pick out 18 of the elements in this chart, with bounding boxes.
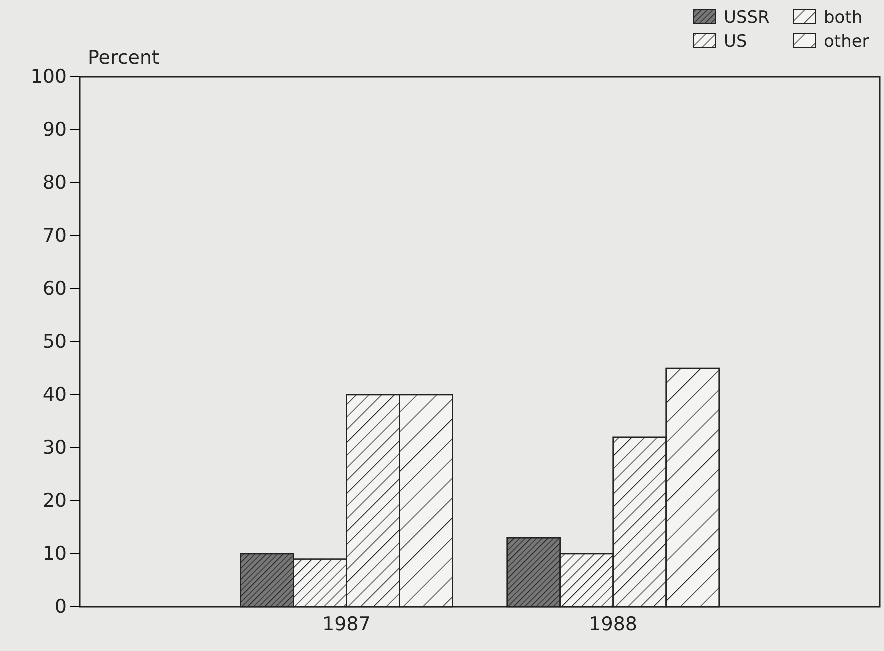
legend-label: US <box>724 32 748 52</box>
y-tick-label: 50 <box>42 331 67 354</box>
y-tick-label: 100 <box>30 66 67 88</box>
x-tick-label: 1987 <box>322 613 371 636</box>
x-tick-label: 1988 <box>589 613 638 636</box>
legend-label: other <box>824 32 870 52</box>
y-tick-label: 80 <box>42 172 67 194</box>
y-tick-label: 20 <box>42 490 67 512</box>
y-tick-label: 40 <box>42 384 67 406</box>
y-tick-label: 60 <box>42 278 67 300</box>
y-tick-label: 0 <box>54 596 67 618</box>
y-axis-title: Percent <box>88 47 160 69</box>
legend-label: USSR <box>724 8 770 28</box>
y-tick-label: 30 <box>42 437 67 460</box>
y-tick-label: 90 <box>42 119 67 142</box>
y-tick-label: 10 <box>42 543 67 566</box>
legend-label: both <box>824 8 863 28</box>
y-tick-label: 70 <box>42 225 67 248</box>
